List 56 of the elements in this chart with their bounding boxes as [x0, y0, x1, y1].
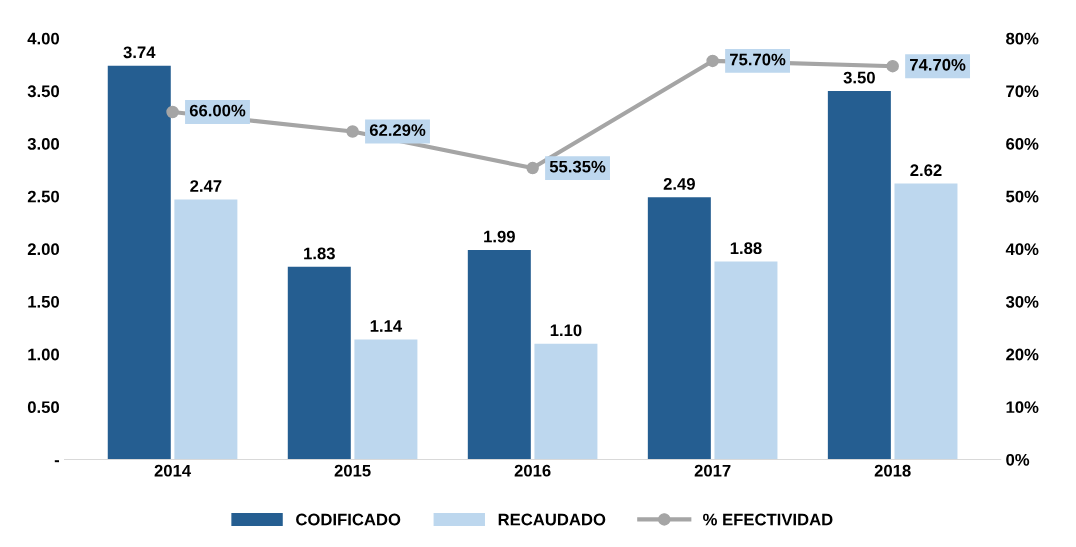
point: [166, 105, 179, 119]
point: [706, 54, 719, 68]
y2-tick-label: 10%: [1006, 401, 1039, 414]
y2-tick-label: 70%: [1006, 85, 1039, 98]
bar: [354, 339, 418, 460]
data-label: 2.49: [663, 178, 695, 190]
y2-tick-label: 50%: [1006, 190, 1039, 203]
y-tick-label: 1.50: [28, 295, 60, 308]
data-label: 1.14: [370, 320, 403, 332]
y-tick-label: 1.00: [28, 348, 60, 361]
bar: [467, 249, 531, 460]
bar: [827, 90, 891, 460]
y-tick-label: 4.00: [27, 32, 60, 45]
legend-label: % EFECTIVIDAD: [703, 513, 833, 526]
y2-tick-label: 20%: [1006, 348, 1039, 361]
data-label: 3.74: [123, 46, 156, 59]
data-label: 2.47: [190, 180, 222, 192]
point: [886, 59, 899, 73]
y-tick-label: 3.00: [27, 137, 60, 150]
x-tick-label: 2016: [514, 464, 551, 477]
point: [346, 125, 359, 138]
x-tick-label: 2015: [334, 464, 371, 477]
data-label: 62.29%: [369, 124, 426, 136]
y2-tick-label: 60%: [1006, 137, 1039, 150]
y-tick-label: 0.50: [27, 401, 60, 414]
data-label: 3.50: [843, 71, 875, 84]
y-tick-label: 2.50: [27, 190, 60, 203]
bar: [894, 183, 958, 460]
y-tick-label: -: [54, 460, 60, 463]
data-label: 1.88: [730, 242, 762, 255]
y2-tick-label: 80%: [1006, 32, 1039, 45]
bar: [287, 266, 351, 460]
data-label: 55.35%: [549, 160, 606, 173]
data-label: 66.00%: [189, 104, 246, 117]
x-tick-label: 2018: [874, 464, 911, 477]
data-label: 75.70%: [730, 53, 786, 66]
data-label: 2.62: [910, 164, 942, 177]
bar: [647, 197, 711, 460]
y2-tick-label: 40%: [1005, 243, 1039, 256]
bar: [534, 343, 598, 460]
legend-label: CODIFICADO: [296, 513, 401, 526]
data-label: 1.10: [550, 324, 582, 337]
data-label: 74.70%: [910, 58, 966, 71]
y2-tick-label: 30%: [1005, 295, 1039, 308]
y-tick-label: 3.50: [27, 85, 60, 98]
x-tick-label: 2014: [154, 464, 192, 477]
data-label: 1.99: [484, 230, 515, 243]
bar: [174, 199, 238, 460]
point: [526, 161, 539, 175]
legend-label: RECAUDADO: [498, 513, 606, 526]
y-tick-label: 2.00: [27, 243, 60, 256]
x-tick-label: 2017: [694, 464, 731, 477]
bar: [107, 65, 171, 460]
bar: [714, 261, 778, 460]
data-label: 1.83: [304, 247, 335, 260]
y2-tick-label: 0%: [1006, 453, 1030, 466]
